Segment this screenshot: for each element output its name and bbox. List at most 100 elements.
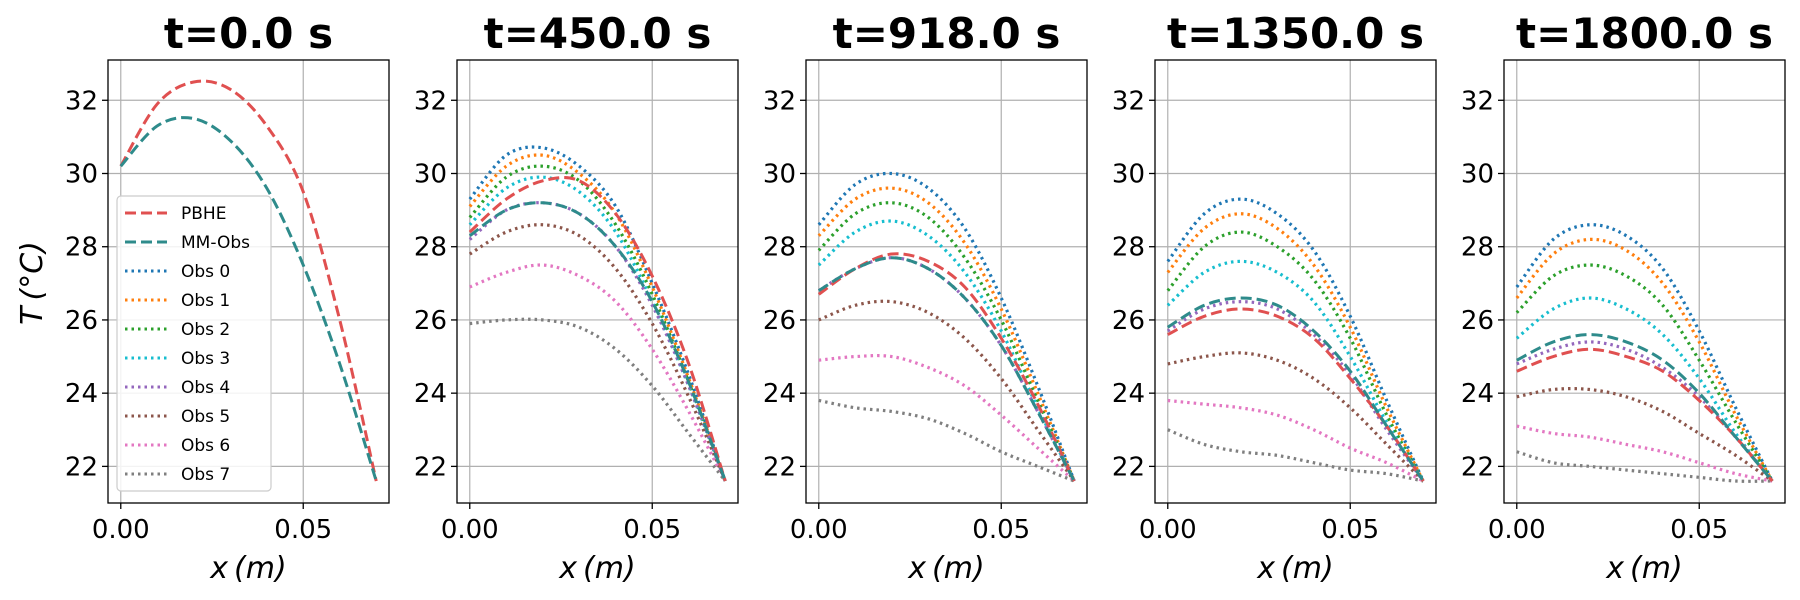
x-axis-label: x (m) <box>558 551 635 586</box>
legend-label: Obs 3 <box>181 349 230 369</box>
panel-title: t=450.0 s <box>484 9 712 58</box>
y-tick-label: 32 <box>414 86 447 116</box>
series-group <box>1168 199 1423 481</box>
series-line-obs-3 <box>470 177 725 481</box>
series-line-obs-4 <box>470 203 725 481</box>
y-tick-label: 30 <box>1112 159 1145 189</box>
series-line-obs-7 <box>1168 430 1423 481</box>
series-line-obs-5 <box>819 301 1074 481</box>
series-line-obs-1 <box>819 188 1074 481</box>
panels-group: t=0.0 s 22 24 26 28 30 32 0.00 0.05 x (m) t=450.0 … <box>65 9 1785 586</box>
axes-frame <box>806 60 1087 503</box>
y-tick-label: 22 <box>65 452 98 482</box>
panel-2: t=918.0 s 22 24 26 28 30 32 0.00 0.05 x (m) <box>763 9 1087 586</box>
x-tick-label: 0.00 <box>441 515 499 545</box>
legend-label: Obs 6 <box>181 436 230 456</box>
x-tick-label: 0.05 <box>623 515 681 545</box>
y-tick-label: 30 <box>1461 159 1494 189</box>
y-tick-label: 32 <box>763 86 796 116</box>
y-tick-label: 28 <box>414 233 447 263</box>
y-tick-label: 28 <box>65 233 98 263</box>
series-line-pbhe <box>470 178 725 481</box>
y-tick-label: 32 <box>65 86 98 116</box>
y-tick-label: 24 <box>763 379 796 409</box>
series-line-obs-2 <box>470 166 725 481</box>
series-line-obs-3 <box>1168 261 1423 481</box>
panel-title: t=1350.0 s <box>1167 9 1424 58</box>
x-tick-label: 0.05 <box>1321 515 1379 545</box>
y-axis-label: T (°C) <box>15 241 50 325</box>
y-tick-label: 22 <box>1461 452 1494 482</box>
x-tick-label: 0.00 <box>1139 515 1197 545</box>
x-tick-label: 0.05 <box>1670 515 1728 545</box>
axes-frame <box>457 60 738 503</box>
y-tick-label: 22 <box>763 452 796 482</box>
x-axis-label: x (m) <box>1256 551 1333 586</box>
series-line-obs-1 <box>470 155 725 481</box>
series-line-obs-3 <box>819 221 1074 481</box>
y-tick-label: 24 <box>65 379 98 409</box>
x-tick-label: 0.00 <box>92 515 150 545</box>
x-axis-label: x (m) <box>907 551 984 586</box>
series-line-pbhe <box>819 254 1074 481</box>
panel-title: t=1800.0 s <box>1516 9 1773 58</box>
panel-3: t=1350.0 s 22 24 26 28 30 32 0.00 0.05 x (m) <box>1112 9 1436 586</box>
series-group <box>1517 225 1772 482</box>
series-line-obs-0 <box>1168 199 1423 481</box>
series-line-obs-0 <box>819 173 1074 481</box>
series-line-obs-7 <box>470 319 725 481</box>
y-tick-label: 26 <box>763 306 796 336</box>
x-tick-label: 0.05 <box>972 515 1030 545</box>
x-tick-label: 0.00 <box>1488 515 1546 545</box>
series-line-mm-obs <box>470 203 725 481</box>
y-tick-label: 24 <box>414 379 447 409</box>
legend-label: Obs 5 <box>181 407 230 427</box>
series-line-obs-2 <box>1517 265 1772 481</box>
legend-label: Obs 7 <box>181 465 230 485</box>
series-line-obs-4 <box>1168 302 1423 481</box>
y-tick-label: 26 <box>1461 306 1494 336</box>
axes-frame <box>1504 60 1785 503</box>
series-line-obs-1 <box>1168 214 1423 481</box>
legend-label: Obs 2 <box>181 320 230 340</box>
legend-label: Obs 4 <box>181 378 230 398</box>
legend-label: Obs 1 <box>181 291 230 311</box>
series-line-obs-5 <box>470 225 725 481</box>
y-tick-label: 26 <box>414 306 447 336</box>
y-tick-label: 28 <box>1112 233 1145 263</box>
y-tick-label: 24 <box>1461 379 1494 409</box>
series-line-obs-2 <box>819 203 1074 481</box>
series-group <box>819 173 1074 481</box>
y-tick-label: 26 <box>65 306 98 336</box>
series-line-obs-4 <box>819 258 1074 481</box>
panel-4: t=1800.0 s 22 24 26 28 30 32 0.00 0.05 x (m) <box>1461 9 1785 586</box>
panel-1: t=450.0 s 22 24 26 28 30 32 0.00 0.05 x (m) <box>414 9 738 586</box>
series-line-obs-7 <box>819 400 1074 481</box>
y-tick-label: 22 <box>1112 452 1145 482</box>
x-axis-label: x (m) <box>1605 551 1682 586</box>
series-line-obs-6 <box>819 356 1074 481</box>
y-tick-label: 30 <box>65 159 98 189</box>
legend: PBHE MM-Obs Obs 0 Obs 1 Obs 2 Obs 3 Obs 4 Obs 5… <box>117 196 271 491</box>
panel-title: t=918.0 s <box>833 9 1061 58</box>
x-tick-label: 0.05 <box>274 515 332 545</box>
legend-label: PBHE <box>181 204 226 224</box>
y-tick-label: 32 <box>1112 86 1145 116</box>
x-tick-label: 0.00 <box>790 515 848 545</box>
x-axis-label: x (m) <box>209 551 286 586</box>
y-tick-label: 30 <box>763 159 796 189</box>
y-tick-label: 26 <box>1112 306 1145 336</box>
legend-label: MM-Obs <box>181 233 250 253</box>
series-line-pbhe <box>1517 349 1772 481</box>
y-tick-label: 32 <box>1461 86 1494 116</box>
legend-label: Obs 0 <box>181 262 230 282</box>
y-tick-label: 22 <box>414 452 447 482</box>
y-tick-label: 24 <box>1112 379 1145 409</box>
y-tick-label: 28 <box>763 233 796 263</box>
series-line-obs-6 <box>1168 400 1423 481</box>
panel-title: t=0.0 s <box>164 9 333 58</box>
series-line-mm-obs <box>819 258 1074 481</box>
y-tick-label: 28 <box>1461 233 1494 263</box>
series-group <box>470 147 725 481</box>
